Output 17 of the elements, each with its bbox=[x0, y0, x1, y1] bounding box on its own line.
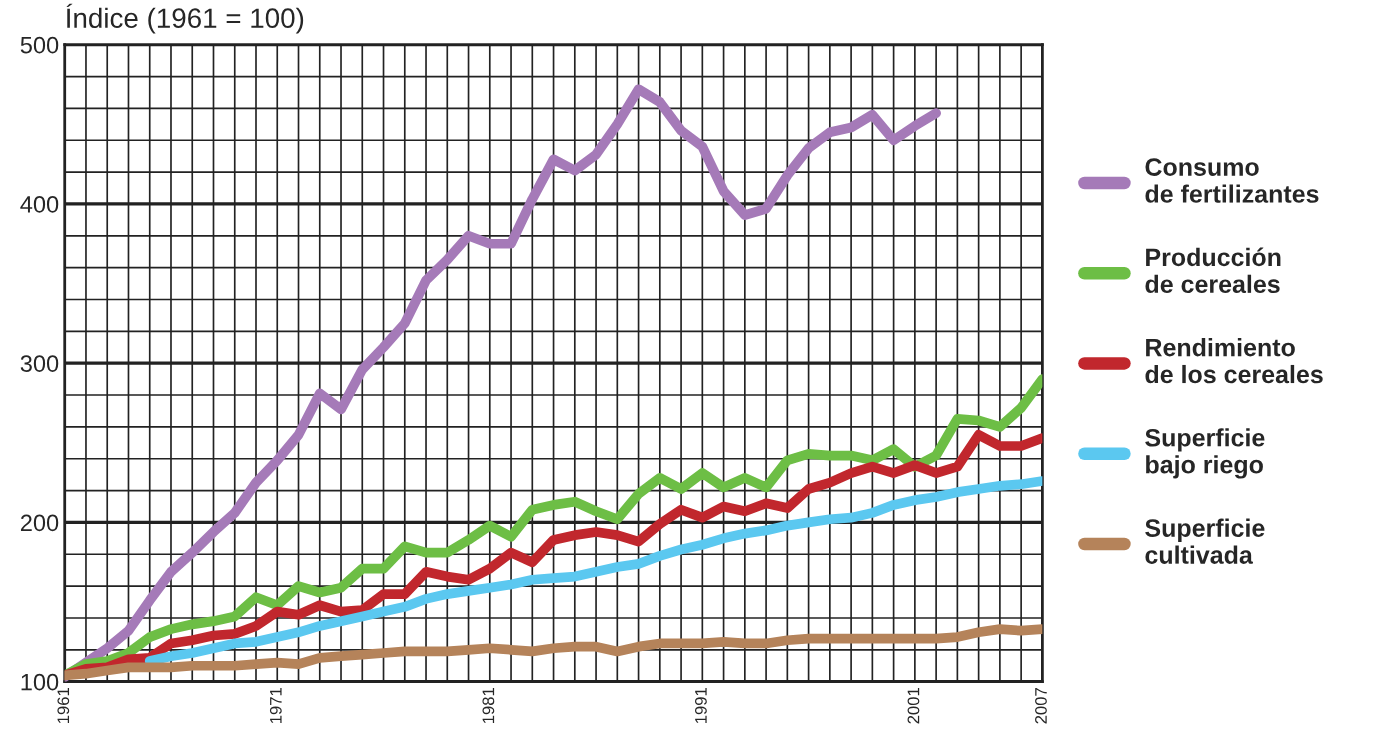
chart-title: Índice (1961 = 100) bbox=[66, 3, 304, 34]
y-tick-label: 100 bbox=[21, 673, 59, 691]
y-tick-label: 200 bbox=[20, 514, 59, 532]
x-tick-label: 1991 bbox=[695, 688, 707, 724]
legend-label: Consumo de fertilizantes bbox=[1145, 158, 1319, 203]
legend-label: Superficie cultivada bbox=[1145, 518, 1265, 564]
x-tick-label: 1981 bbox=[482, 688, 495, 724]
x-tick-label: 1961 bbox=[57, 688, 70, 724]
x-tick-label: 2001 bbox=[907, 688, 920, 724]
y-tick-label: 400 bbox=[20, 196, 59, 213]
y-tick-label: 300 bbox=[20, 355, 59, 372]
x-tick-label: 1971 bbox=[269, 688, 282, 724]
legend-label: Producción de cereales bbox=[1145, 247, 1281, 294]
legend-label: Rendimiento de los cereales bbox=[1145, 338, 1323, 384]
x-tick-label: 2007 bbox=[1035, 688, 1047, 724]
legend-label: Superficie bajo riego bbox=[1145, 428, 1265, 479]
y-tick-label: 500 bbox=[20, 36, 59, 54]
